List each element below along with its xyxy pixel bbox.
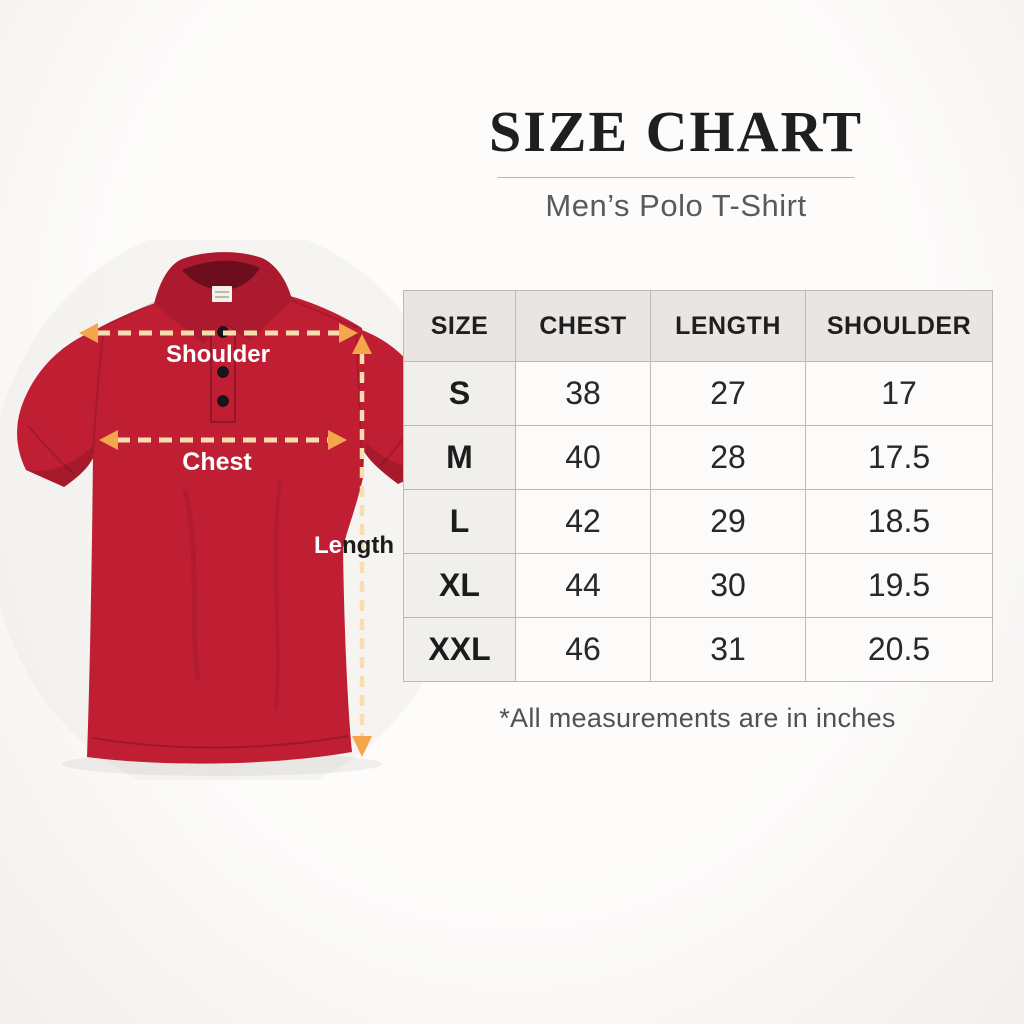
size-cell: XXL: [403, 617, 516, 682]
length-cell: 30: [650, 553, 806, 618]
arrow-left-icon: [79, 323, 98, 343]
arrow-up-icon: [352, 334, 372, 354]
shoulder-measure-label: Shoulder: [166, 341, 270, 368]
table-row: L 42 29 18.5: [403, 489, 993, 554]
col-header-shoulder: SHOULDER: [805, 290, 993, 362]
page-title: SIZE CHART: [488, 99, 864, 164]
polo-shirt-illustration: Shoulder Chest Length: [0, 224, 480, 800]
table-row: M 40 28 17.5: [403, 425, 993, 490]
page-header: SIZE CHART Men’s Polo T-Shirt: [380, 100, 972, 224]
arrow-right-icon: [339, 323, 358, 343]
size-cell: XL: [403, 553, 516, 618]
arrow-down-icon: [352, 736, 372, 757]
left-sleeve: [17, 330, 95, 487]
length-cell: 28: [650, 425, 806, 490]
shoulder-cell: 17.5: [805, 425, 993, 490]
button: [217, 366, 229, 378]
page-subtitle: Men’s Polo T-Shirt: [545, 187, 807, 223]
table-row: XL 44 30 19.5: [403, 553, 993, 618]
left-sleeve-shade: [26, 446, 95, 487]
chest-cell: 46: [515, 617, 651, 682]
shoulder-cell: 19.5: [805, 553, 993, 618]
shoulder-seam-left: [98, 299, 161, 329]
arrow-right-icon: [328, 430, 347, 450]
left-cuff-seam: [27, 425, 75, 475]
chest-cell: 40: [515, 425, 651, 490]
body-fold: [273, 479, 282, 711]
length-cell: 29: [650, 489, 806, 554]
length-label-on-bg: ngth: [342, 532, 394, 559]
col-header-length: LENGTH: [650, 290, 806, 362]
shoulder-cell: 18.5: [805, 489, 993, 554]
chest-measure-label: Chest: [182, 448, 252, 476]
length-cell: 27: [650, 361, 806, 426]
chest-cell: 44: [515, 553, 651, 618]
size-cell: S: [403, 361, 516, 426]
title-divider: [498, 176, 854, 178]
measurements-footnote: *All measurements are in inches: [499, 703, 896, 733]
length-label-on-shirt: Le: [314, 532, 342, 559]
shirt-body: [87, 296, 365, 764]
chest-cell: 38: [515, 361, 651, 426]
side-seam-left: [92, 333, 104, 454]
button: [217, 395, 229, 407]
size-table: SIZE CHEST LENGTH SHOULDER S 38 27 17 M …: [403, 290, 993, 682]
hem-seam: [91, 735, 349, 749]
shoulder-seam-right: [285, 297, 359, 329]
length-measure-label: Length: [314, 532, 394, 559]
shoulder-cell: 20.5: [805, 617, 993, 682]
neck-brand-label: [212, 286, 232, 302]
body-fold: [182, 489, 201, 681]
size-cell: L: [403, 489, 516, 554]
shoulder-cell: 17: [805, 361, 993, 426]
table-row: XXL 46 31 20.5: [403, 617, 993, 682]
col-header-size: SIZE: [403, 290, 516, 362]
col-header-chest: CHEST: [515, 290, 651, 362]
length-cell: 31: [650, 617, 806, 682]
chest-cell: 42: [515, 489, 651, 554]
collar-inner-neck: [182, 260, 260, 290]
size-cell: M: [403, 425, 516, 490]
arrow-left-icon: [99, 430, 118, 450]
table-row: S 38 27 17: [403, 361, 993, 426]
table-header-row: SIZE CHEST LENGTH SHOULDER: [403, 290, 993, 362]
